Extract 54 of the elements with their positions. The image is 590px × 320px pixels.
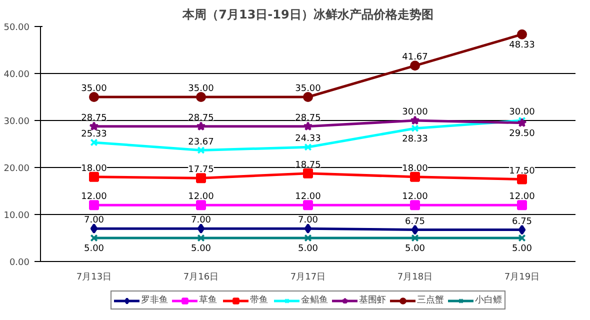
data-label: 12.00 xyxy=(81,192,108,202)
x-tick-label: 7月13日 xyxy=(76,272,112,282)
data-label: 35.00 xyxy=(295,84,322,94)
data-label: 35.00 xyxy=(188,84,214,94)
data-label: 5.00 xyxy=(298,244,318,254)
legend-label: 三点蟹 xyxy=(417,294,444,306)
data-label: 28.75 xyxy=(81,113,107,124)
data-label: 6.75 xyxy=(404,216,426,227)
y-tick-label: 0.00 xyxy=(9,258,30,268)
chart-title: 本周（7月13日-19日）冰鲜水产品价格走势图 xyxy=(182,8,434,22)
legend-label: 罗非鱼 xyxy=(141,294,168,306)
data-label: 5.00 xyxy=(512,244,532,254)
data-label: 29.50 xyxy=(509,128,536,139)
data-label: 17.50 xyxy=(509,166,536,176)
legend-label: 带鱼 xyxy=(250,294,269,306)
data-label: 30.00 xyxy=(402,108,428,118)
x-tick-label: 7月18日 xyxy=(397,272,433,282)
x-tick-label: 7月16日 xyxy=(183,272,219,282)
data-label: 28.75 xyxy=(188,113,214,124)
data-label: 30.00 xyxy=(509,108,536,118)
data-label: 24.33 xyxy=(295,134,321,144)
data-label: 7.00 xyxy=(84,216,104,226)
y-tick-label: 10.00 xyxy=(4,211,30,221)
data-label: 5.00 xyxy=(84,244,104,254)
data-label: 23.67 xyxy=(188,137,214,148)
data-label: 18.00 xyxy=(402,164,428,174)
data-label: 18.00 xyxy=(81,164,108,174)
y-tick-label: 50.00 xyxy=(4,23,30,33)
data-label: 12.00 xyxy=(295,192,322,202)
legend-label: 基围虾 xyxy=(359,294,386,306)
data-label: 18.75 xyxy=(295,160,321,170)
data-label: 7.00 xyxy=(190,216,212,226)
y-tick-label: 30.00 xyxy=(4,117,30,127)
legend-label: 小白鳔 xyxy=(475,294,502,306)
x-tick-label: 7月17日 xyxy=(290,272,326,282)
y-tick-label: 20.00 xyxy=(4,164,30,174)
data-label: 7.00 xyxy=(298,216,318,226)
data-label: 28.33 xyxy=(402,134,428,144)
data-label: 12.00 xyxy=(188,192,214,202)
legend-label: 金鲳鱼 xyxy=(301,294,328,306)
data-label: 12.00 xyxy=(402,192,428,202)
data-label: 5.00 xyxy=(190,244,212,254)
x-tick-label: 7月19日 xyxy=(504,272,540,282)
data-label: 12.00 xyxy=(509,192,536,202)
data-label: 5.00 xyxy=(404,244,426,254)
data-label: 41.67 xyxy=(402,52,428,63)
data-label: 25.33 xyxy=(81,129,107,140)
data-label: 48.33 xyxy=(509,40,535,50)
data-label: 28.75 xyxy=(295,113,321,124)
legend-label: 草鱼 xyxy=(199,294,218,306)
y-tick-label: 40.00 xyxy=(4,70,30,80)
data-label: 17.75 xyxy=(188,165,214,176)
data-label: 35.00 xyxy=(81,84,108,94)
data-label: 6.75 xyxy=(512,216,532,227)
